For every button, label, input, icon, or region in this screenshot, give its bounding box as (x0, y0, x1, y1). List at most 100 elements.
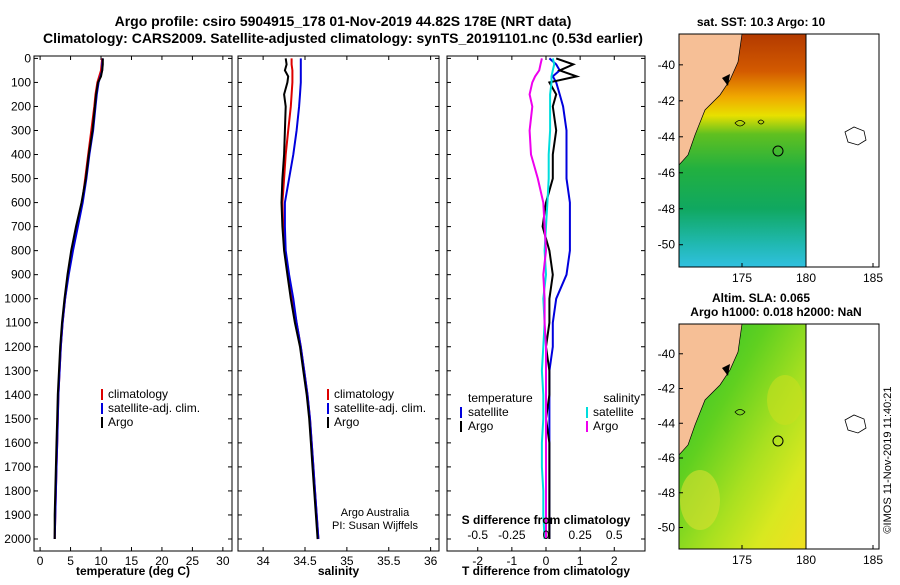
legend-entry: satellite-adj. clim. (334, 401, 426, 415)
x-axis-label: temperature (deg C) (76, 564, 190, 578)
title-line-1: Argo profile: csiro 5904915_178 01-Nov-2… (115, 13, 572, 29)
top-tick-label: 0.25 (568, 528, 592, 542)
depth-tick-label: 1100 (5, 316, 31, 330)
depth-tick-label: 1900 (4, 508, 31, 522)
depth-tick-label: 1300 (4, 364, 31, 378)
legend-entry: Argo (468, 419, 494, 433)
depth-tick-label: 0 (24, 51, 31, 65)
x-tick-label: -1 (507, 554, 518, 568)
x-axis-label: salinity (318, 564, 360, 578)
series-line-argo (53, 58, 104, 539)
banks-peninsula-icon-2 (722, 364, 730, 376)
x-tick-label: -2 (472, 554, 483, 568)
series-line-argo (280, 58, 319, 540)
contour-3 (734, 409, 746, 416)
depth-tick-label: 600 (11, 196, 31, 210)
depth-tick-label: 1400 (4, 388, 31, 402)
depth-tick-label: 1000 (4, 292, 31, 306)
series-line-s-argo (528, 58, 548, 539)
legend-entry: climatology (334, 387, 394, 401)
sst-map-title: sat. SST: 10.3 Argo: 10 (697, 15, 826, 29)
x-tick-label: 36 (424, 554, 438, 568)
top-axis-label: S difference from climatology (462, 513, 631, 527)
sla-map-title-2: Argo h1000: 0.018 h2000: NaN (690, 305, 861, 319)
map-y-tick-label: -42 (658, 94, 676, 108)
map-y-tick-label: -44 (658, 416, 676, 430)
difference-panel: -2 -1 0 1 2T difference from climatology temp… (446, 55, 646, 578)
depth-tick-label: 900 (11, 268, 31, 282)
chatham-islands-outline-2 (844, 414, 867, 434)
map-y-tick-label: -46 (658, 451, 676, 465)
legend-entry: satellite-adj. clim. (108, 401, 200, 415)
series-line-s-satellite (540, 58, 556, 540)
imos-watermark: ©IMOS 11-Nov-2019 11:40:21 (882, 386, 894, 533)
x-tick-label: 1 (577, 554, 584, 568)
series-line-t-satellite (548, 57, 571, 539)
map-y-tick-label: -50 (658, 520, 676, 534)
depth-tick-label: 1200 (4, 340, 31, 354)
x-axis-label: T difference from climatology (462, 564, 630, 578)
top-tick-label: 0 (543, 528, 550, 542)
x-tick-label: 2 (611, 554, 618, 568)
chatham-islands-outline (844, 126, 867, 146)
x-tick-label: 25 (186, 554, 200, 568)
annotation-line-1: Argo Australia (341, 507, 410, 519)
legend-entry: satellite (468, 405, 509, 419)
x-tick-label: 10 (94, 554, 108, 568)
top-tick-label: -0.25 (498, 528, 526, 542)
map-x-tick-label: 180 (796, 271, 816, 285)
depth-tick-label: 300 (11, 123, 31, 137)
series-line-satellite-adj-clim- (53, 58, 104, 540)
map-x-tick-label: 185 (863, 553, 883, 567)
new-zealand-land-2 (678, 323, 743, 456)
legend-right-title: salinity (603, 391, 640, 405)
x-tick-label: 5 (67, 554, 74, 568)
x-tick-label: 15 (125, 554, 139, 568)
sla-map-title-1: Altim. SLA: 0.065 (712, 291, 810, 305)
map-y-tick-label: -48 (658, 486, 676, 500)
depth-tick-label: 800 (11, 244, 31, 258)
top-tick-label: -0.5 (467, 528, 488, 542)
sla-anomaly-1 (680, 470, 720, 530)
depth-tick-label: 100 (11, 75, 31, 89)
map-y-tick-label: -44 (658, 130, 676, 144)
legend-entry: climatology (108, 387, 168, 401)
legend-entry: Argo (108, 415, 134, 429)
depth-tick-label: 2000 (4, 532, 31, 546)
depth-tick-label: 400 (11, 148, 31, 162)
map-y-tick-label: -42 (658, 382, 676, 396)
sst-map: 175 180 185 -40 -42 -44 -46 -48 -50 (658, 33, 883, 285)
depth-tick-label: 1600 (4, 436, 31, 450)
new-zealand-land (678, 33, 743, 166)
x-tick-label: 35.5 (377, 554, 401, 568)
map-y-tick-label: -40 (658, 347, 676, 361)
argo-location-marker (772, 145, 784, 157)
depth-tick-label: 1500 (4, 412, 31, 426)
x-tick-label: 34.5 (293, 554, 317, 568)
x-tick-label: 0 (543, 554, 550, 568)
map-y-tick-label: -46 (658, 166, 676, 180)
x-tick-label: 35 (340, 554, 354, 568)
depth-tick-label: 1700 (4, 460, 31, 474)
x-tick-label: 0 (37, 554, 44, 568)
annotation-line-2: PI: Susan Wijffels (332, 520, 418, 532)
sla-anomaly-2 (767, 375, 803, 425)
banks-peninsula-icon (722, 74, 730, 86)
map-y-tick-label: -50 (658, 238, 676, 252)
title-line-2: Climatology: CARS2009. Satellite-adjuste… (43, 30, 643, 46)
map-y-tick-label: -48 (658, 202, 676, 216)
depth-tick-label: 200 (11, 99, 31, 113)
map-x-tick-label: 175 (732, 271, 752, 285)
legend-left-title: temperature (468, 391, 533, 405)
depth-tick-label: 1800 (4, 484, 31, 498)
legend-entry: Argo (593, 419, 619, 433)
salinity-panel: 34 34.5 35 35.5 36 salinity climatologysatelli… (237, 55, 440, 578)
series-line-t-argo (541, 57, 581, 539)
panel-frame (33, 55, 233, 552)
argo-location-marker-2 (772, 435, 784, 447)
depth-tick-label: 700 (11, 220, 31, 234)
map-y-tick-label: -40 (658, 58, 676, 72)
depth-tick-label: 500 (11, 172, 31, 186)
contour-1 (734, 120, 746, 127)
